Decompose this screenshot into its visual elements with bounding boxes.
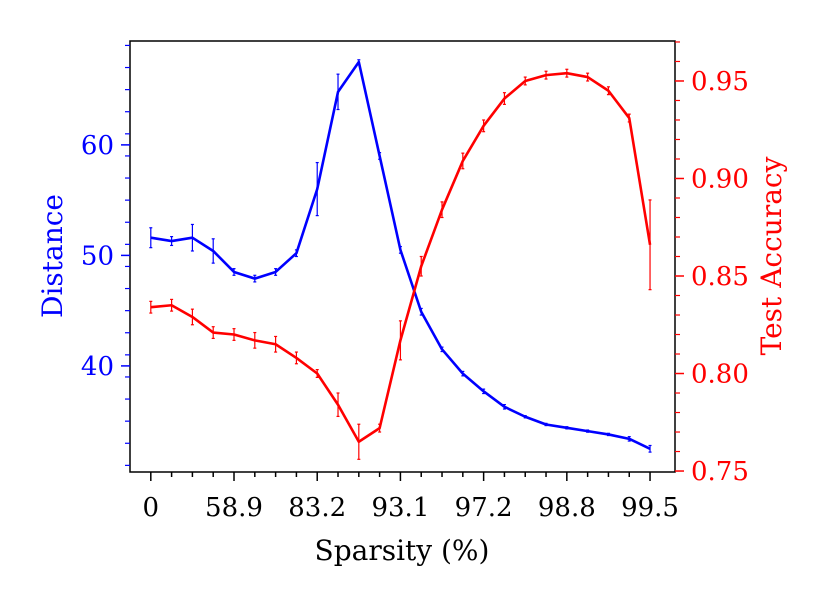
right-axis-title: Test Accuracy [755,156,788,355]
series-line-distance [150,60,651,450]
right-tick-label: 0.90 [691,164,749,194]
x-tick-label: 0 [143,493,160,523]
x-tick-label: 98.8 [538,493,596,523]
x-tick-label: 97.2 [455,493,513,523]
left-axis-title: Distance [36,194,69,318]
right-tick-label: 0.75 [691,457,749,487]
x-axis-ticks: 0 58.9 83.2 93.1 97.2 98.8 99.5 [143,472,679,523]
x-tick-label: 58.9 [205,493,263,523]
x-tick-label: 99.5 [621,493,679,523]
x-tick-label: 93.1 [371,493,429,523]
series-test-accuracy [149,68,652,460]
right-tick-label: 0.80 [691,360,749,390]
right-tick-label: 0.95 [691,67,749,97]
series-line-test-accuracy [150,71,652,444]
right-tick-label: 0.85 [691,262,749,292]
left-tick-label: 40 [81,352,114,382]
left-tick-label: 60 [81,131,114,161]
x-axis-title: Sparsity (%) [315,534,490,567]
left-y-axis: 40 50 60 [81,44,130,466]
series-layer [149,59,652,460]
x-tick-label: 83.2 [288,493,346,523]
left-tick-label: 50 [81,241,114,271]
series-distance [149,59,652,453]
right-y-axis: 0.75 0.80 0.85 0.90 0.95 [675,41,749,487]
